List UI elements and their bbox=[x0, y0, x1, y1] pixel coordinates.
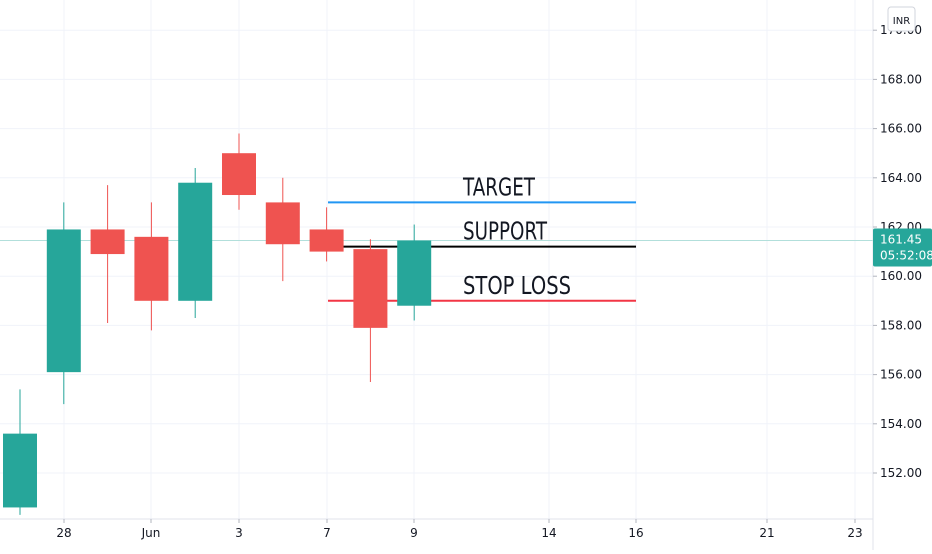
time-tick-label: 28 bbox=[56, 526, 71, 540]
time-tick-label: 7 bbox=[323, 526, 331, 540]
candle-body bbox=[397, 240, 432, 306]
time-tick-label: 3 bbox=[235, 526, 243, 540]
candles bbox=[3, 133, 432, 515]
time-tick-label: 16 bbox=[628, 526, 643, 540]
candle bbox=[222, 133, 256, 210]
current-price-badge bbox=[873, 228, 932, 267]
level-label-support: SUPPORT bbox=[463, 217, 548, 246]
candle bbox=[178, 167, 213, 319]
price-tick-label: 160.00 bbox=[880, 269, 922, 283]
price-tick-label: 168.00 bbox=[880, 72, 922, 86]
currency-box[interactable] bbox=[887, 6, 916, 32]
level-label-stop-loss: STOP LOSS bbox=[463, 271, 571, 300]
candle bbox=[265, 177, 300, 282]
time-tick-label: 21 bbox=[759, 526, 774, 540]
candle-body bbox=[309, 229, 344, 252]
candle-body bbox=[90, 229, 125, 255]
time-tick-label: Jun bbox=[141, 526, 161, 540]
candle-body bbox=[353, 249, 388, 328]
candle-body bbox=[46, 229, 81, 373]
time-tick-label: 23 bbox=[847, 526, 862, 540]
candle bbox=[46, 202, 81, 405]
candle bbox=[397, 224, 432, 321]
candle-body bbox=[178, 182, 213, 301]
time-tick-label: 14 bbox=[541, 526, 556, 540]
price-tick-label: 154.00 bbox=[880, 417, 922, 431]
candle bbox=[353, 239, 388, 382]
candle bbox=[309, 207, 344, 262]
annotations: TARGET SUPPORT STOP LOSS bbox=[462, 172, 571, 299]
price-tick-label: 152.00 bbox=[880, 466, 922, 480]
candle-body bbox=[265, 202, 300, 245]
candle bbox=[90, 185, 125, 323]
price-tick-label: 156.00 bbox=[880, 368, 922, 382]
candle-body bbox=[134, 236, 169, 301]
price-tick-label: 158.00 bbox=[880, 318, 922, 332]
current-price-value: 161.45 bbox=[880, 233, 922, 247]
time-tick-label: 9 bbox=[410, 526, 418, 540]
grid-lines bbox=[0, 0, 873, 519]
countdown-value: 05:52:08 bbox=[880, 249, 932, 263]
candle-body bbox=[3, 433, 37, 508]
price-tick-label: 166.00 bbox=[880, 122, 922, 136]
currency-label: INR bbox=[893, 16, 910, 27]
candle-body bbox=[222, 153, 256, 196]
level-label-target: TARGET bbox=[462, 172, 535, 201]
price-tick-label: 164.00 bbox=[880, 171, 922, 185]
candle bbox=[3, 389, 37, 515]
candle bbox=[134, 202, 169, 331]
